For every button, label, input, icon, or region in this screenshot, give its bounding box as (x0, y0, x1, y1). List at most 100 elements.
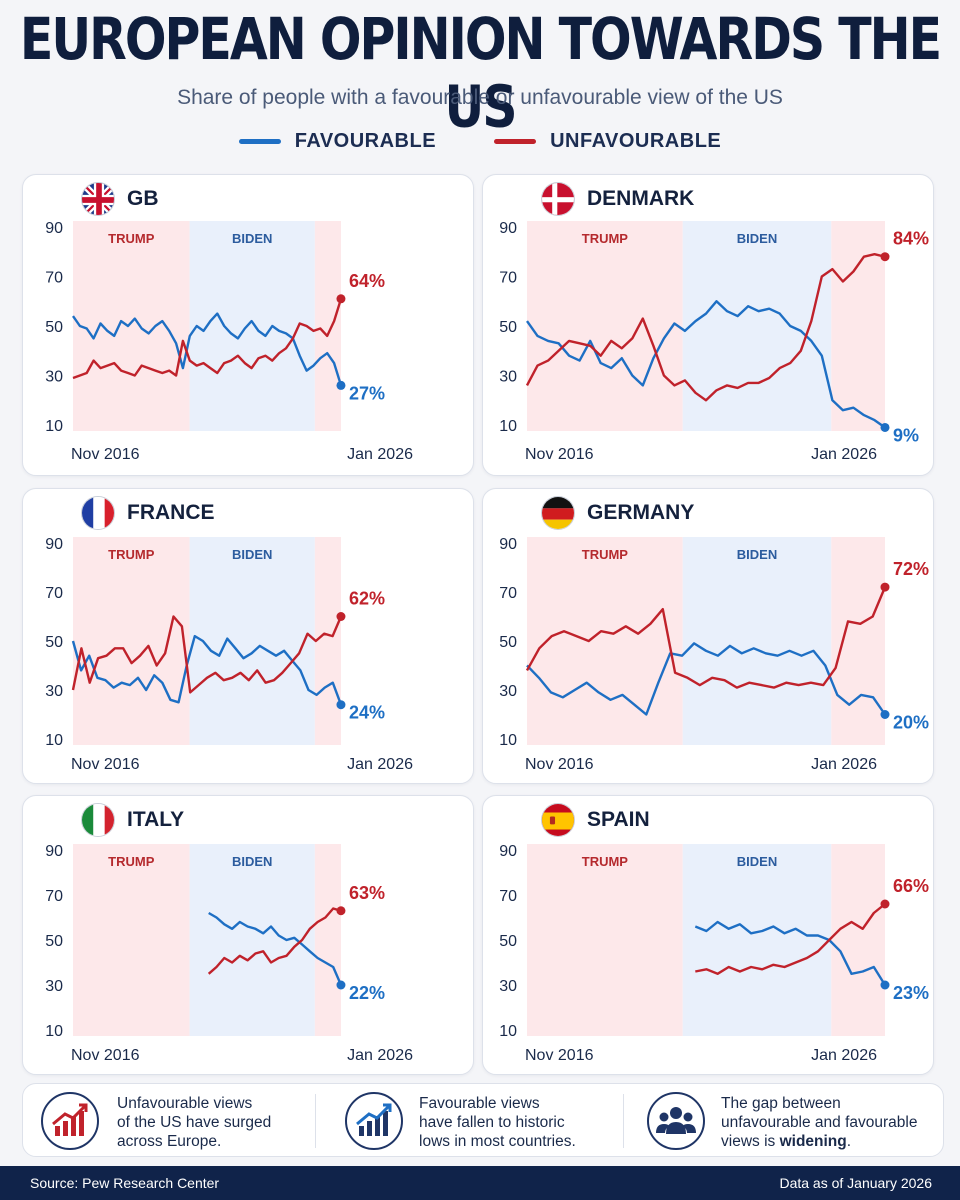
y-tick-label: 90 (499, 843, 517, 860)
y-tick-label: 70 (499, 585, 517, 602)
chart-panel-spain: SPAIN TRUMP BIDEN 90 70 50 30 10 Nov 2016 Jan 20… (482, 795, 934, 1075)
line-chart: TRUMP BIDEN 90 70 50 30 10 Nov 2016 Jan 2026 20% 7… (499, 536, 929, 773)
period-band (831, 221, 885, 431)
country-name: GERMANY (587, 501, 695, 524)
period-band (314, 844, 341, 1036)
y-tick-label: 10 (499, 732, 517, 749)
legend-favourable-swatch (238, 139, 281, 144)
source-text: Source: Pew Research Center (30, 1175, 220, 1191)
x-tick-label: Jan 2026 (347, 1047, 413, 1064)
y-tick-label: 30 (45, 369, 63, 386)
germany-flag-icon (541, 496, 575, 530)
period-label: BIDEN (232, 854, 272, 869)
y-tick-label: 30 (45, 683, 63, 700)
chart-panel-germany: GERMANY TRUMP BIDEN 90 70 50 30 10 Nov 2016 Jan … (482, 488, 934, 784)
rising-chart-icon (41, 1092, 99, 1150)
period-label: BIDEN (232, 547, 272, 562)
unfavourable-line (72, 298, 343, 380)
unfavourable-end-point (336, 906, 346, 916)
y-tick-label: 90 (499, 536, 517, 553)
france-flag-icon (81, 496, 115, 530)
period-label: BIDEN (232, 231, 272, 246)
y-tick-label: 70 (499, 270, 517, 287)
x-tick-label: Nov 2016 (71, 446, 140, 463)
y-tick-label: 10 (45, 418, 63, 435)
unfavourable-line (525, 252, 886, 402)
y-tick-label: 10 (45, 732, 63, 749)
period-band (831, 537, 885, 745)
y-tick-label: 70 (45, 270, 63, 287)
period-band (682, 537, 832, 745)
people-group-icon (647, 1092, 705, 1150)
x-tick-label: Jan 2026 (347, 446, 413, 463)
y-tick-label: 10 (45, 1023, 63, 1040)
unfavourable-line (207, 907, 342, 975)
data-date-text: Data as of January 2026 (779, 1175, 932, 1191)
favourable-end-point (880, 710, 890, 719)
note-favourable-fall: Favourable views have fallen to historic… (323, 1084, 623, 1158)
period-band (73, 537, 190, 745)
favourable-line (71, 634, 343, 706)
note-line: Unfavourable views (117, 1095, 253, 1112)
period-label: TRUMP (108, 547, 155, 562)
period-band (527, 537, 683, 745)
period-label: TRUMP (582, 854, 629, 869)
x-tick-label: Nov 2016 (525, 446, 594, 463)
italy-flag-icon (81, 803, 115, 837)
note-line: of the US have surged (117, 1114, 272, 1131)
legend-favourable-label: FAVOURABLE (294, 130, 437, 152)
period-band (189, 537, 315, 745)
y-tick-label: 50 (45, 933, 63, 950)
unfavourable-end-label: 72% (893, 559, 929, 579)
chart-panel-denmark: DENMARK TRUMP BIDEN 90 70 50 30 10 Nov 2016 Jan … (482, 174, 934, 476)
period-label: TRUMP (108, 854, 155, 869)
unfavourable-line (695, 903, 886, 976)
period-band (189, 844, 315, 1036)
unfavourable-end-point (880, 899, 890, 909)
note-gap-widening: The gap between unfavourable and favoura… (629, 1084, 943, 1158)
line-chart: TRUMP BIDEN 90 70 50 30 10 Nov 2016 Jan 2026 9% 84… (499, 220, 929, 463)
denmark-flag-icon (541, 182, 575, 216)
legend-unfavourable: UNFAVOURABLE (494, 130, 721, 153)
period-band (189, 221, 315, 431)
y-tick-label: 50 (45, 634, 63, 651)
note-unfavourable-surge: Unfavourable views of the US have surged… (23, 1084, 323, 1158)
unfavourable-end-label: 62% (349, 589, 385, 609)
period-label: TRUMP (108, 231, 155, 246)
spain-flag-icon (541, 803, 575, 837)
y-tick-label: 50 (499, 319, 517, 336)
line-chart: TRUMP BIDEN 90 70 50 30 10 Nov 2016 Jan 2026 24% 6… (45, 536, 413, 773)
period-label: BIDEN (737, 854, 777, 869)
note-text-end: . (846, 1133, 852, 1150)
favourable-end-point (336, 700, 346, 710)
unfavourable-end-label: 84% (893, 229, 929, 249)
x-tick-label: Jan 2026 (811, 756, 877, 773)
favourable-line (72, 312, 343, 386)
note-text-bold: widening (779, 1133, 847, 1150)
chart-panel-france: FRANCE TRUMP BIDEN 90 70 50 30 10 Nov 2016 Jan 2… (22, 488, 474, 784)
y-tick-label: 10 (499, 418, 517, 435)
period-label: TRUMP (582, 231, 629, 246)
y-tick-label: 50 (499, 634, 517, 651)
note-line: across Europe. (117, 1133, 222, 1150)
period-band (831, 844, 885, 1036)
y-tick-label: 10 (499, 1023, 517, 1040)
favourable-line (526, 642, 886, 716)
period-label: TRUMP (582, 547, 629, 562)
page-title: EUROPEAN OPINION TOWARDS THE US (19, 6, 942, 141)
y-tick-label: 90 (45, 220, 63, 237)
favourable-line (208, 911, 343, 986)
period-band (314, 537, 341, 745)
period-band (314, 221, 341, 431)
y-tick-label: 30 (45, 978, 63, 995)
note-line: The gap between (721, 1095, 841, 1112)
y-tick-label: 70 (45, 585, 63, 602)
country-name: ITALY (127, 808, 185, 831)
legend-unfavourable-swatch (494, 139, 537, 144)
y-tick-label: 50 (45, 319, 63, 336)
unfavourable-end-label: 63% (349, 883, 385, 903)
footer-bar: Source: Pew Research Center Data as of J… (0, 1166, 960, 1200)
legend: FAVOURABLE UNFAVOURABLE (0, 130, 960, 153)
legend-unfavourable-label: UNFAVOURABLE (550, 130, 722, 152)
chart-panel-italy: ITALY TRUMP BIDEN 90 70 50 30 10 Nov 2016 Jan 20… (22, 795, 474, 1075)
